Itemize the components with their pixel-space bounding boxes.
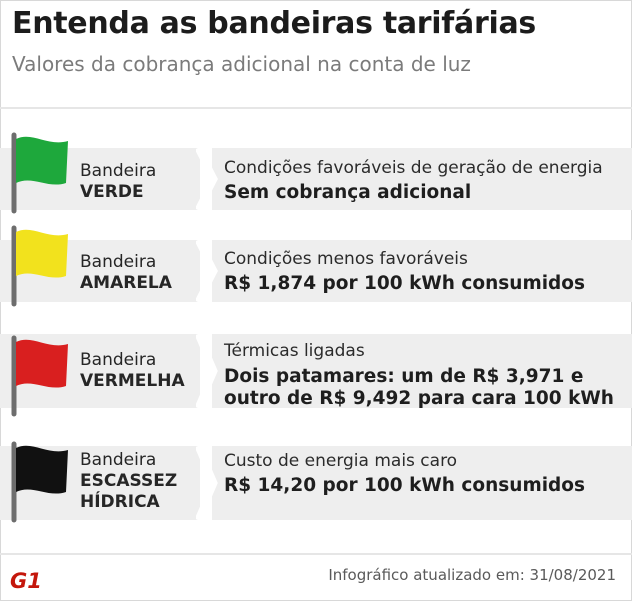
flag-cloth bbox=[16, 445, 68, 494]
flag-prefix: Bandeira bbox=[80, 252, 157, 272]
flag-condition: Custo de energia mais caro bbox=[224, 451, 458, 471]
update-note: Infográfico atualizado em: 31/08/2021 bbox=[328, 566, 616, 584]
flag-condition: Condições menos favoráveis bbox=[224, 249, 468, 269]
flag-row-escassez-hidrica: Bandeira ESCASSEZ HÍDRICA Custo de energ… bbox=[0, 436, 632, 526]
flag-icon bbox=[11, 132, 68, 214]
flag-name-line2: HÍDRICA bbox=[80, 492, 160, 512]
flag-name: VERMELHA bbox=[80, 371, 185, 391]
flag-cloth bbox=[16, 136, 68, 185]
chevron-icon bbox=[196, 148, 218, 210]
flag-cloth bbox=[16, 229, 68, 278]
flag-prefix: Bandeira bbox=[80, 450, 157, 470]
chevron-icon bbox=[196, 240, 218, 302]
flag-condition: Condições favoráveis de geração de energ… bbox=[224, 158, 603, 178]
flag-row-amarela: Bandeira AMARELA Condições menos favoráv… bbox=[0, 224, 632, 308]
chevron-icon bbox=[196, 446, 218, 520]
row-band-right bbox=[212, 446, 632, 520]
flag-condition: Térmicas ligadas bbox=[224, 341, 365, 361]
flag-value: R$ 14,20 por 100 kWh consumidos bbox=[224, 475, 586, 496]
page-subtitle: Valores da cobrança adicional na conta d… bbox=[12, 52, 471, 76]
flag-row-verde: Bandeira VERDE Condições favoráveis de g… bbox=[0, 131, 632, 215]
row-band-right bbox=[212, 334, 632, 408]
row-band-right bbox=[212, 148, 632, 210]
flag-icon bbox=[11, 441, 68, 523]
flag-name: ESCASSEZ bbox=[80, 471, 178, 491]
flag-prefix: Bandeira bbox=[80, 350, 157, 370]
chevron-icon bbox=[196, 334, 218, 408]
flag-row-vermelha: Bandeira VERMELHA Térmicas ligadas Dois … bbox=[0, 334, 632, 418]
row-band-right bbox=[212, 240, 632, 302]
flag-prefix: Bandeira bbox=[80, 161, 157, 181]
flag-icon bbox=[11, 335, 68, 417]
g1-logo: G1 bbox=[10, 569, 42, 591]
flag-value: Dois patamares: um de R$ 3,971 e bbox=[224, 366, 584, 387]
flag-value: Sem cobrança adicional bbox=[224, 182, 472, 203]
header-divider bbox=[0, 107, 632, 109]
flag-icon bbox=[11, 225, 68, 307]
flag-value-line2: outro de R$ 9,492 para cara 100 kWh bbox=[224, 388, 614, 409]
flag-name: VERDE bbox=[80, 182, 144, 202]
flag-cloth bbox=[16, 339, 68, 388]
footer-divider bbox=[0, 553, 632, 555]
flag-value: R$ 1,874 por 100 kWh consumidos bbox=[224, 273, 586, 294]
page-title: Entenda as bandeiras tarifárias bbox=[12, 6, 536, 41]
flag-name: AMARELA bbox=[80, 273, 172, 293]
logo-text: G1 bbox=[10, 569, 42, 591]
